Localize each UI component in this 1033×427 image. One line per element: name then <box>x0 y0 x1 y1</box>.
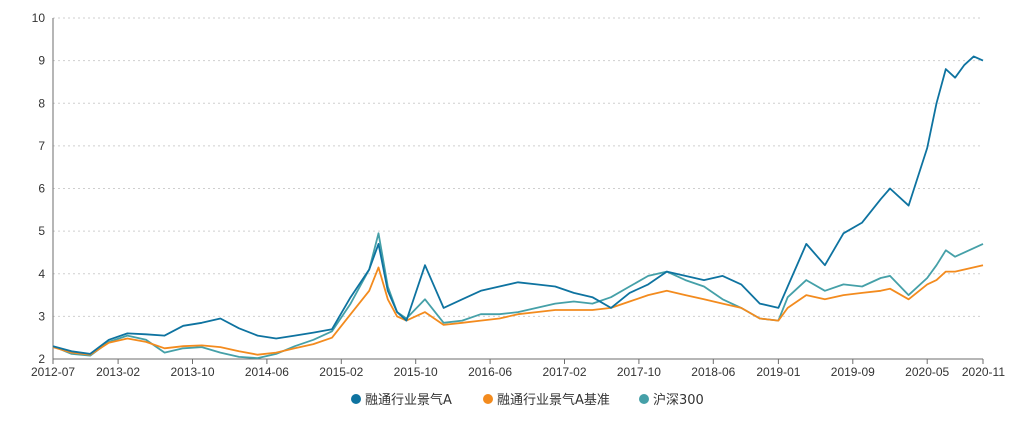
legend[interactable]: 融通行业景气A 融通行业景气A基准 沪深300 <box>351 392 704 408</box>
x-tick-label: 2014-06 <box>245 365 289 379</box>
y-tick-label: 7 <box>38 139 45 153</box>
y-tick-label: 5 <box>38 224 45 238</box>
x-tick-label: 2016-06 <box>468 365 512 379</box>
axis-layer: 2 3 4 5 6 7 8 9 10 2012-07 2013-02 2013-10 2014-06 20… <box>31 11 1005 379</box>
legend-marker <box>351 394 361 404</box>
series-layer <box>52 55 984 360</box>
legend-marker <box>483 394 493 404</box>
legend-item-0[interactable]: 融通行业景气A <box>351 392 452 408</box>
series-line-1[interactable] <box>52 264 984 356</box>
legend-marker <box>639 394 649 404</box>
y-tick-label: 3 <box>38 309 45 323</box>
x-tick-label: 2015-02 <box>319 365 363 379</box>
legend-label: 融通行业景气A基准 <box>497 392 610 408</box>
x-tick-label: 2015-10 <box>394 365 438 379</box>
legend-item-2[interactable]: 沪深300 <box>639 392 704 408</box>
x-tick-label: 2017-10 <box>617 365 661 379</box>
x-tick-label: 2013-10 <box>170 365 214 379</box>
y-tick-label: 4 <box>38 267 45 281</box>
x-tick-label: 2019-01 <box>756 365 800 379</box>
legend-label: 沪深300 <box>653 392 704 408</box>
series-line-2[interactable] <box>52 232 984 360</box>
x-tick-label: 2012-07 <box>31 365 75 379</box>
y-tick-label: 6 <box>38 182 45 196</box>
y-tick-label: 2 <box>38 352 45 366</box>
x-tick-label: 2020-11 <box>962 365 1005 379</box>
x-tick-label: 2020-05 <box>905 365 949 379</box>
grid-layer <box>53 17 983 317</box>
x-tick-label: 2018-06 <box>691 365 735 379</box>
legend-item-1[interactable]: 融通行业景气A基准 <box>483 392 610 408</box>
y-tick-label: 9 <box>38 54 45 68</box>
y-tick-label: 10 <box>32 11 46 25</box>
x-tick-label: 2013-02 <box>96 365 140 379</box>
series-line-0[interactable] <box>52 55 984 355</box>
x-tick-label: 2019-09 <box>831 365 875 379</box>
legend-label: 融通行业景气A <box>365 392 452 408</box>
y-tick-label: 8 <box>38 96 45 110</box>
x-tick-label: 2017-02 <box>542 365 586 379</box>
